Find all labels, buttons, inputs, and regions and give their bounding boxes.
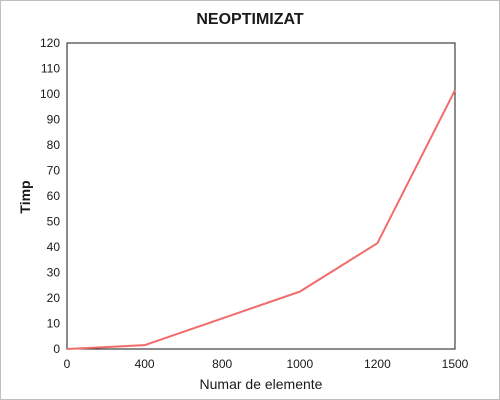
x-axis-label: Numar de elemente xyxy=(200,376,323,392)
y-tick-label: 80 xyxy=(47,138,61,152)
y-tick-label: 10 xyxy=(47,317,61,331)
y-tick-label: 0 xyxy=(53,342,60,356)
plot-area xyxy=(66,42,456,350)
series-group xyxy=(66,89,456,350)
y-tick-label: 90 xyxy=(47,113,61,127)
x-tick-label: 1500 xyxy=(442,357,469,371)
y-tick-label: 100 xyxy=(40,87,60,101)
x-tick-label: 1000 xyxy=(286,357,313,371)
y-tick-label: 50 xyxy=(47,215,61,229)
x-tick-label: 0 xyxy=(64,357,71,371)
y-tick-label: 20 xyxy=(47,291,61,305)
x-tick-label: 400 xyxy=(135,357,155,371)
x-tick-label: 1200 xyxy=(364,357,391,371)
y-axis-label: Timp xyxy=(17,180,33,213)
x-axis-ticks: 0 400 800 1000 1200 1500 xyxy=(64,357,469,371)
x-tick-label: 800 xyxy=(212,357,232,371)
y-tick-label: 30 xyxy=(47,266,61,280)
y-axis-ticks: 0 10 20 30 40 50 60 70 80 90 100 110 120 xyxy=(40,36,60,356)
y-tick-label: 120 xyxy=(40,36,60,50)
series-line xyxy=(66,89,456,350)
y-tick-label: 60 xyxy=(47,189,61,203)
y-tick-label: 110 xyxy=(41,62,60,76)
y-tick-label: 40 xyxy=(47,240,61,254)
y-tick-label: 70 xyxy=(47,164,61,178)
chart-title: NEOPTIMIZAT xyxy=(196,11,303,28)
